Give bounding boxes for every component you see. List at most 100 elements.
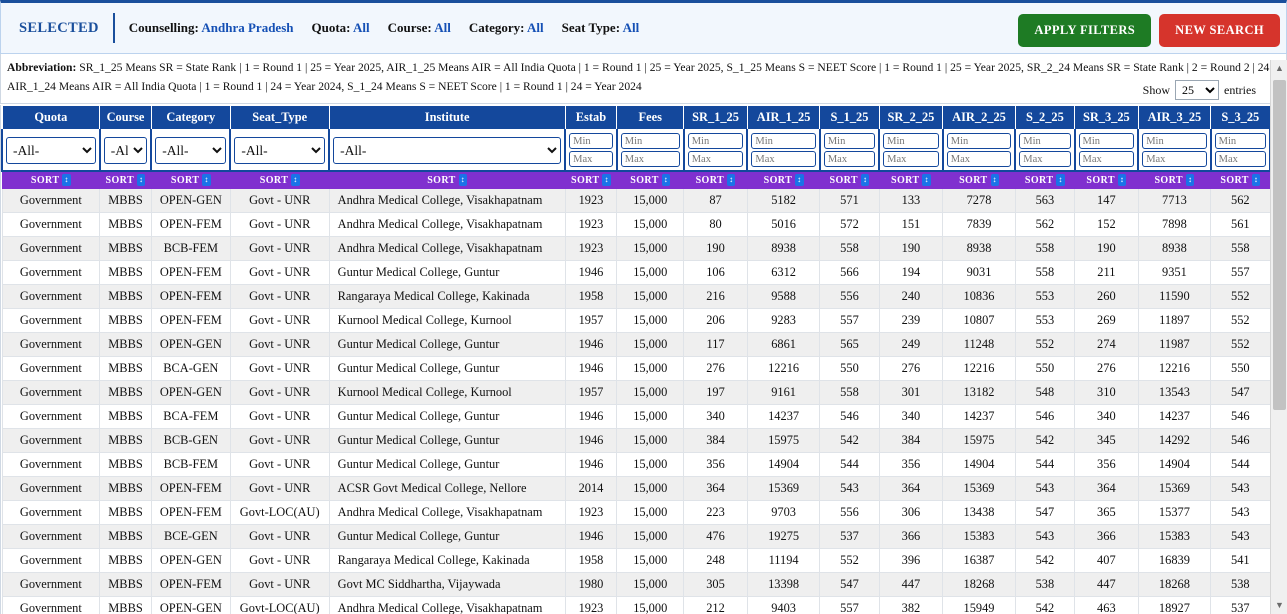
table-row[interactable]: Government MBBS OPEN-FEM Govt - UNR Kurnool … xyxy=(1,308,1271,333)
max-input-sr-2-25[interactable] xyxy=(883,151,939,167)
min-input-sr-2-25[interactable] xyxy=(883,133,939,149)
cell-s-3-25: 557 xyxy=(1210,260,1271,285)
table-row[interactable]: Government MBBS OPEN-GEN Govt - UNR Andhra M… xyxy=(1,188,1271,213)
max-input-air-2-25[interactable] xyxy=(946,151,1012,167)
min-input-estab[interactable] xyxy=(569,133,613,149)
new-search-button[interactable]: NEW SEARCH xyxy=(1159,14,1280,47)
sort-updown-icon[interactable]: ↕ xyxy=(137,174,146,186)
max-input-s-3-25[interactable] xyxy=(1214,151,1266,167)
cell-air-3-25: 9351 xyxy=(1137,260,1212,285)
abbreviation-text-1: SR_1_25 Means SR = State Rank | 1 = Roun… xyxy=(79,61,1280,74)
sort-button-s-2-25[interactable]: SORT ↕ xyxy=(1014,170,1076,189)
sort-updown-icon[interactable]: ↕ xyxy=(1117,174,1127,186)
min-input-s-2-25[interactable] xyxy=(1019,133,1071,149)
sort-button-fees[interactable]: SORT ↕ xyxy=(616,170,685,189)
min-max-group xyxy=(1019,133,1071,167)
sort-updown-icon[interactable]: ↕ xyxy=(727,174,736,186)
max-input-estab[interactable] xyxy=(569,151,613,167)
cell-air-2-25: 15949 xyxy=(942,596,1016,614)
results-table-scroll[interactable]: Quota Course Category Seat_Type Institute Est… xyxy=(0,105,1287,614)
cell-s-2-25: 553 xyxy=(1014,308,1076,333)
sort-updown-icon[interactable]: ↕ xyxy=(661,174,671,186)
sort-button-air-3-25[interactable]: SORT ↕ xyxy=(1137,170,1212,189)
min-input-fees[interactable] xyxy=(620,133,680,149)
sort-button-category[interactable]: SORT ↕ xyxy=(150,170,231,189)
table-row[interactable]: Government MBBS OPEN-FEM Govt - UNR Andhra M… xyxy=(1,212,1271,237)
min-input-s-3-25[interactable] xyxy=(1214,133,1266,149)
table-row[interactable]: Government MBBS BCE-GEN Govt - UNR Guntur Me… xyxy=(1,524,1271,549)
scroll-up-arrow-icon[interactable]: ▲ xyxy=(1271,60,1287,77)
table-row[interactable]: Government MBBS OPEN-FEM Govt - UNR Govt MC … xyxy=(1,572,1271,597)
sort-button-institute[interactable]: SORT ↕ xyxy=(328,170,566,189)
sort-button-sr-3-25[interactable]: SORT ↕ xyxy=(1074,170,1139,189)
sort-cell: SORT ↕ xyxy=(31,174,71,186)
sort-updown-icon[interactable]: ↕ xyxy=(861,174,870,186)
table-row[interactable]: Government MBBS OPEN-FEM Govt-LOC(AU) Andhra… xyxy=(1,500,1271,525)
apply-filters-button[interactable]: APPLY FILTERS xyxy=(1018,14,1152,47)
sort-button-course[interactable]: SORT ↕ xyxy=(99,170,152,189)
sort-button-seat-type[interactable]: SORT ↕ xyxy=(229,170,330,189)
min-input-air-1-25[interactable] xyxy=(751,133,816,149)
max-input-s-1-25[interactable] xyxy=(823,151,876,167)
sort-updown-icon[interactable]: ↕ xyxy=(1251,174,1261,186)
sort-button-s-1-25[interactable]: SORT ↕ xyxy=(819,170,880,189)
table-row[interactable]: Government MBBS OPEN-FEM Govt - UNR Guntur M… xyxy=(1,260,1271,285)
sort-updown-icon[interactable]: ↕ xyxy=(922,174,931,186)
sort-updown-icon[interactable]: ↕ xyxy=(458,174,468,186)
filter-select-category[interactable]: -All- xyxy=(155,136,227,164)
cell-air-1-25: 12216 xyxy=(746,356,821,381)
table-row[interactable]: Government MBBS OPEN-GEN Govt - UNR Guntur M… xyxy=(1,332,1271,357)
sort-button-sr-1-25[interactable]: SORT ↕ xyxy=(683,170,748,189)
cell-seat-type: Govt - UNR xyxy=(229,284,330,309)
sort-updown-icon[interactable]: ↕ xyxy=(795,174,804,186)
sort-button-air-1-25[interactable]: SORT ↕ xyxy=(746,170,821,189)
table-row[interactable]: Government MBBS BCB-FEM Govt - UNR Andhra Me… xyxy=(1,236,1271,261)
crumb-seat-type-value: All xyxy=(622,20,640,35)
scroll-down-arrow-icon[interactable]: ▼ xyxy=(1271,597,1287,614)
min-input-sr-1-25[interactable] xyxy=(687,133,744,149)
min-input-air-2-25[interactable] xyxy=(946,133,1012,149)
table-row[interactable]: Government MBBS OPEN-GEN Govt - UNR Kurnool … xyxy=(1,380,1271,405)
sort-updown-icon[interactable]: ↕ xyxy=(291,174,300,186)
sort-button-s-3-25[interactable]: SORT ↕ xyxy=(1210,170,1271,189)
min-input-sr-3-25[interactable] xyxy=(1078,133,1135,149)
scrollbar-thumb[interactable] xyxy=(1273,80,1286,410)
max-input-sr-1-25[interactable] xyxy=(687,151,744,167)
table-row[interactable]: Government MBBS BCB-GEN Govt - UNR Guntur Me… xyxy=(1,428,1271,453)
vertical-scrollbar[interactable]: ▲ ▼ xyxy=(1270,60,1287,614)
table-row[interactable]: Government MBBS OPEN-FEM Govt - UNR ACSR Gov… xyxy=(1,476,1271,501)
max-input-air-1-25[interactable] xyxy=(751,151,816,167)
max-input-fees[interactable] xyxy=(620,151,680,167)
sort-button-air-2-25[interactable]: SORT ↕ xyxy=(942,170,1016,189)
table-row[interactable]: Government MBBS OPEN-GEN Govt - UNR Rangaray… xyxy=(1,548,1271,573)
sort-updown-icon[interactable]: ↕ xyxy=(990,174,999,186)
results-table: Quota Course Category Seat_Type Institute Est… xyxy=(1,105,1272,614)
sort-updown-icon[interactable]: ↕ xyxy=(62,174,71,186)
cell-air-2-25: 12216 xyxy=(942,356,1016,381)
filter-select-seat_type[interactable]: -All- xyxy=(234,136,326,164)
table-row[interactable]: Government MBBS OPEN-FEM Govt - UNR Rangaray… xyxy=(1,284,1271,309)
filter-select-quota[interactable]: -All- xyxy=(6,136,96,164)
cell-seat-type: Govt - UNR xyxy=(229,572,330,597)
sort-updown-icon[interactable]: ↕ xyxy=(602,174,611,186)
table-row[interactable]: Government MBBS BCB-FEM Govt - UNR Guntur Me… xyxy=(1,452,1271,477)
cell-seat-type: Govt - UNR xyxy=(229,404,330,429)
sort-updown-icon[interactable]: ↕ xyxy=(202,174,211,186)
max-input-s-2-25[interactable] xyxy=(1019,151,1071,167)
sort-button-sr-2-25[interactable]: SORT ↕ xyxy=(878,170,944,189)
filter-select-course[interactable]: -All- xyxy=(103,136,148,164)
min-input-s-1-25[interactable] xyxy=(823,133,876,149)
sort-updown-icon[interactable]: ↕ xyxy=(1185,174,1195,186)
show-entries-select[interactable]: 102550100 xyxy=(1175,80,1219,100)
min-input-air-3-25[interactable] xyxy=(1142,133,1207,149)
cell-air-3-25: 14237 xyxy=(1137,404,1212,429)
table-row[interactable]: Government MBBS OPEN-GEN Govt-LOC(AU) Andhra… xyxy=(1,596,1271,614)
table-row[interactable]: Government MBBS BCA-FEM Govt - UNR Guntur Me… xyxy=(1,404,1271,429)
max-input-sr-3-25[interactable] xyxy=(1078,151,1135,167)
table-row[interactable]: Government MBBS BCA-GEN Govt - UNR Guntur Me… xyxy=(1,356,1271,381)
max-input-air-3-25[interactable] xyxy=(1142,151,1207,167)
sort-button-estab[interactable]: SORT ↕ xyxy=(564,170,618,189)
filter-select-institute[interactable]: -All- xyxy=(333,136,562,164)
sort-button-quota[interactable]: SORT ↕ xyxy=(1,170,101,189)
sort-updown-icon[interactable]: ↕ xyxy=(1056,174,1065,186)
